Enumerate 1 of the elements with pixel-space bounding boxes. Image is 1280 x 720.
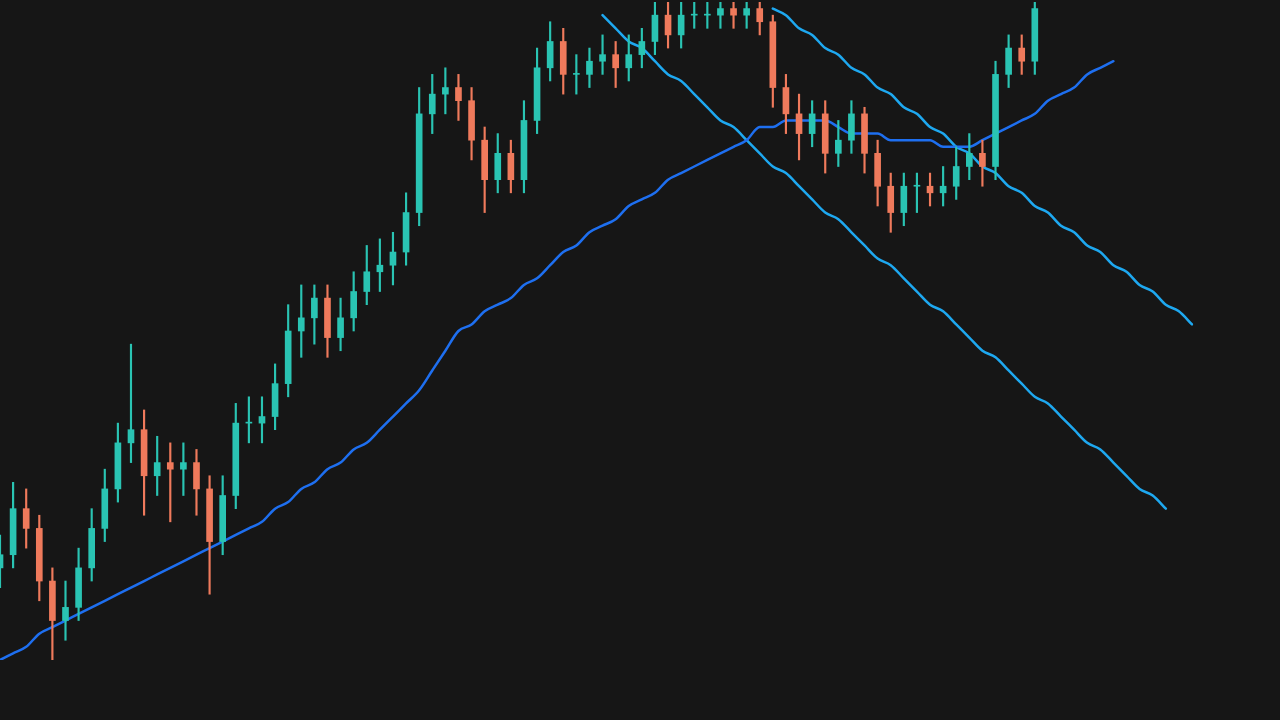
candlestick	[573, 54, 580, 95]
